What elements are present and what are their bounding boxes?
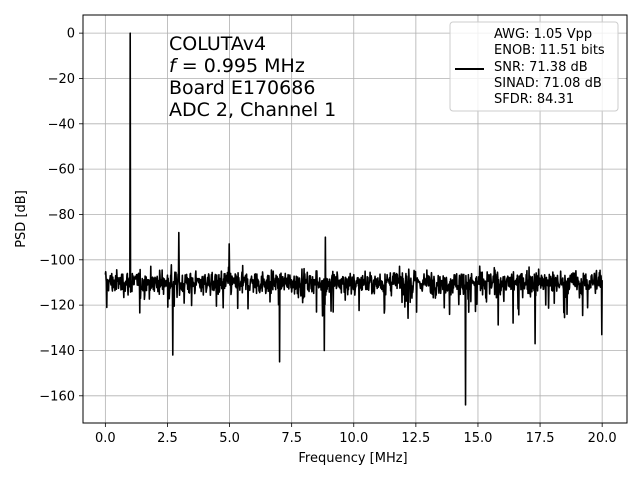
x-tick-label: 10.0: [339, 431, 368, 446]
y-axis-ticks: 0 −20 −40 −60 −80 −100 −120 −140 −160: [39, 27, 83, 404]
x-tick-label: 5.0: [219, 431, 240, 446]
annotation-frequency-symbol: f: [169, 55, 179, 77]
grid-lines: [83, 15, 627, 423]
annotation-board: Board E170686: [169, 77, 315, 99]
legend: AWG: 1.05 Vpp ENOB: 11.51 bits SNR: 71.3…: [449, 21, 619, 112]
y-tick-label: −20: [48, 72, 75, 87]
x-tick-label: 15.0: [463, 431, 492, 446]
plot-frame: [82, 14, 628, 424]
x-tick-label: 12.5: [401, 431, 430, 446]
y-tick-label: −40: [48, 117, 75, 132]
legend-entry-enob: ENOB: 11.51 bits: [494, 43, 605, 58]
y-tick-label: −100: [39, 253, 75, 268]
annotation-frequency-value: = 0.995 MHz: [176, 55, 305, 77]
x-tick-label: 7.5: [281, 431, 302, 446]
x-axis-label: Frequency [MHz]: [298, 451, 407, 466]
x-tick-label: 0.0: [95, 431, 116, 446]
legend-entry-sfdr: SFDR: 84.31: [494, 92, 574, 107]
y-tick-label: −120: [39, 299, 75, 314]
annotation-frequency: f = 0.995 MHz: [169, 55, 305, 77]
x-tick-label: 17.5: [526, 431, 555, 446]
annotation-block: COLUTAv4 f = 0.995 MHz Board E170686 ADC…: [169, 33, 336, 121]
y-tick-label: −60: [48, 163, 75, 178]
y-tick-label: 0: [67, 27, 75, 42]
annotation-title: COLUTAv4: [169, 33, 266, 55]
x-tick-label: 2.5: [157, 431, 178, 446]
x-tick-label: 20.0: [588, 431, 617, 446]
annotation-channel: ADC 2, Channel 1: [169, 99, 336, 121]
legend-entry-sinad: SINAD: 71.08 dB: [494, 76, 602, 91]
y-axis-label: PSD [dB]: [14, 190, 29, 248]
series-group: [104, 32, 603, 406]
y-tick-label: −160: [39, 389, 75, 404]
x-axis-ticks: 0.0 2.5 5.0 7.5 10.0 12.5 15.0 17.5 20.0: [95, 423, 617, 446]
legend-entry-awg: AWG: 1.05 Vpp: [494, 27, 592, 42]
legend-entry-snr: SNR: 71.38 dB: [494, 60, 588, 75]
legend-box: [449, 21, 619, 112]
y-tick-label: −80: [48, 208, 75, 223]
y-tick-label: −140: [39, 344, 75, 359]
psd-series-line: [104, 32, 603, 406]
